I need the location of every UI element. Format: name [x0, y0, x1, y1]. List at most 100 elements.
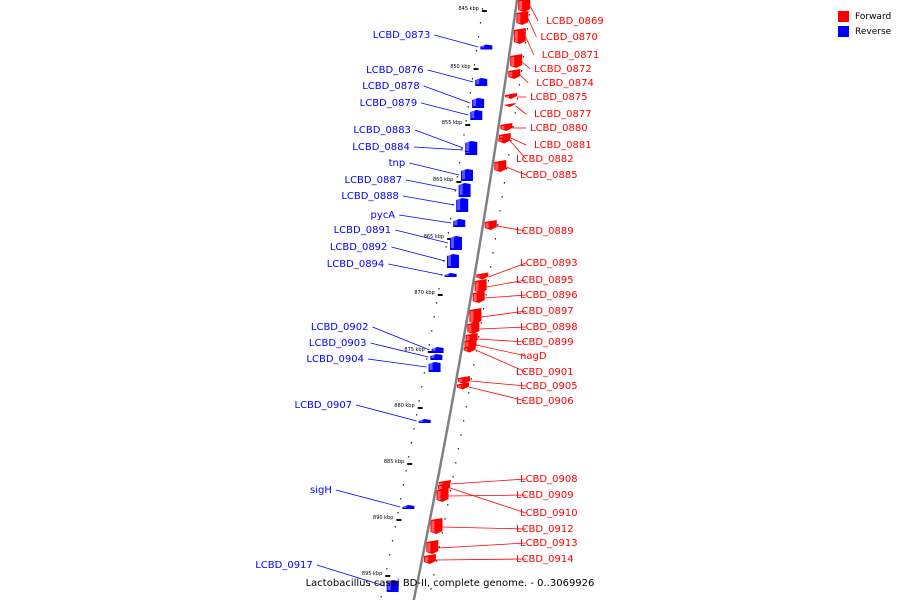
kbp-label: 865 kbp — [424, 234, 444, 240]
tick-mark-right — [490, 266, 492, 268]
tick-mark-right — [506, 168, 508, 170]
reverse-callout-line — [427, 69, 474, 83]
forward-callout-line — [476, 344, 527, 357]
forward-gene-glyph — [484, 220, 497, 230]
reverse-gene-label: LCBD_0887 — [345, 175, 403, 186]
tick-mark-left — [475, 50, 478, 52]
tick-mark-left — [408, 456, 410, 458]
forward-callout-line — [486, 279, 527, 288]
tick-mark-left — [463, 134, 465, 136]
forward-gene-glyph — [438, 483, 451, 491]
tick-mark-left — [471, 78, 474, 80]
tick-mark-right — [510, 140, 512, 142]
reverse-gene-label: LCBD_0878 — [362, 81, 420, 92]
tick-mark-right — [447, 504, 449, 506]
forward-gene-label: LCBD_0899 — [516, 337, 574, 348]
genome-caption: Lactobacillus casei BD-II, complete geno… — [305, 578, 595, 589]
forward-gene-glyph — [518, 0, 531, 12]
forward-gene-glyph — [469, 308, 482, 324]
reverse-gene-label: LCBD_0873 — [373, 30, 431, 41]
tick-mark-right — [494, 238, 496, 240]
reverse-gene-label: LCBD_0894 — [327, 259, 385, 270]
reverse-callout-line — [421, 102, 469, 116]
tick-mark-left — [421, 386, 423, 388]
reverse-gene-glyph — [464, 148, 477, 152]
legend-forward: Forward — [838, 9, 891, 24]
forward-callout-line — [527, 18, 537, 38]
forward-callout-line — [450, 478, 527, 485]
kbp-tick — [396, 519, 402, 521]
forward-gene-glyph — [467, 322, 480, 334]
kbp-tick — [427, 351, 433, 353]
reverse-gene-glyph — [446, 254, 459, 268]
forward-callout-line — [442, 526, 527, 530]
tick-mark-left — [405, 470, 407, 472]
forward-callout-line — [438, 542, 527, 549]
forward-callout-line — [510, 137, 527, 146]
reverse-gene-glyph — [460, 169, 473, 181]
tick-mark-right — [512, 126, 514, 128]
forward-gene-label: LCBD_0885 — [520, 170, 578, 181]
legend-forward-label: Forward — [855, 11, 892, 22]
forward-callout-line — [448, 494, 527, 497]
forward-gene-glyph — [516, 11, 529, 25]
kbp-label: 845 kbp — [458, 6, 478, 12]
tick-mark-left — [386, 568, 388, 570]
tick-mark-right — [433, 574, 435, 576]
kbp-tick — [437, 294, 443, 296]
forward-gene-label: LCBD_0870 — [540, 32, 598, 43]
tick-mark-left — [481, 8, 484, 10]
forward-gene-glyph — [513, 28, 526, 44]
reverse-gene-glyph — [475, 78, 488, 86]
forward-gene-glyph — [423, 554, 436, 564]
forward-gene-label: LCBD_0905 — [520, 381, 578, 392]
reverse-callout-line — [355, 404, 417, 422]
forward-gene-glyph — [503, 103, 516, 108]
tick-mark-right — [497, 224, 499, 226]
tick-mark-left — [469, 92, 471, 94]
reverse-gene-label: LCBD_0879 — [360, 98, 418, 109]
forward-callout-line — [470, 380, 527, 387]
tick-mark-left — [433, 316, 435, 318]
forward-gene-label: LCBD_0901 — [516, 367, 574, 378]
tick-mark-left — [459, 162, 461, 164]
reverse-callout-line — [367, 358, 427, 368]
tick-mark-right — [526, 28, 529, 30]
forward-gene-label: LCBD_0872 — [534, 64, 592, 75]
kbp-label: 880 kbp — [394, 403, 414, 409]
tick-mark-left — [438, 288, 440, 290]
kbp-label: 870 kbp — [414, 290, 434, 296]
forward-gene-glyph — [474, 279, 487, 293]
tick-mark-right — [516, 98, 518, 100]
tick-mark-right — [468, 392, 470, 394]
tick-mark-left — [467, 106, 469, 108]
forward-gene-label: LCBD_0871 — [542, 50, 600, 61]
tick-mark-right — [463, 420, 465, 422]
tick-mark-left — [423, 372, 425, 374]
forward-gene-label: LCBD_0909 — [516, 490, 574, 501]
reverse-callout-line — [434, 34, 479, 48]
tick-mark-left — [450, 218, 452, 220]
forward-gene-label: LCBD_0882 — [516, 154, 574, 165]
reverse-gene-glyph — [458, 183, 471, 197]
reverse-callout-line — [406, 179, 457, 191]
kbp-label: 875 kbp — [404, 347, 424, 353]
reverse-gene-glyph — [431, 347, 444, 353]
reverse-callout-line — [414, 129, 464, 149]
forward-gene-glyph — [504, 93, 517, 99]
forward-gene-label: LCBD_0889 — [516, 226, 574, 237]
forward-gene-glyph — [510, 54, 523, 68]
tick-mark-left — [416, 414, 418, 416]
kbp-tick — [407, 463, 413, 465]
kbp-label: 890 kbp — [373, 515, 393, 521]
tick-mark-right — [473, 364, 475, 366]
forward-gene-label: LCBD_0875 — [530, 92, 588, 103]
reverse-gene-label: sigH — [310, 485, 332, 496]
reverse-swatch — [838, 26, 849, 37]
reverse-callout-line — [391, 246, 446, 262]
genome-backbone — [412, 0, 519, 600]
forward-gene-label: LCBD_0869 — [546, 16, 604, 27]
forward-gene-label: LCBD_0877 — [534, 109, 592, 120]
reverse-gene-label: pycA — [371, 210, 396, 221]
